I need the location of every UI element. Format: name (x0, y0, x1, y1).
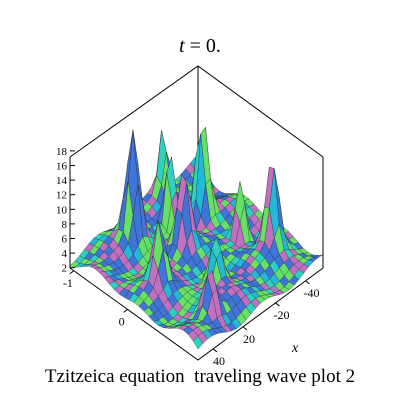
z-axis: 2 4 6 8 10 12 14 16 18 (56, 146, 75, 275)
x-axis-label: x (291, 341, 299, 356)
x-tick-label: -20 (274, 308, 290, 322)
z-tick-label: 12 (56, 190, 67, 202)
y-tick (69, 270, 75, 275)
z-tick-label: 14 (56, 175, 68, 187)
z-tick-label: 18 (56, 146, 68, 158)
surface-patch (192, 335, 204, 350)
surface (69, 126, 324, 350)
x-tick (305, 280, 310, 285)
z-tick-label: 2 (62, 263, 68, 275)
x-tick-label: -40 (304, 286, 320, 300)
y-axis: -1 0 (63, 270, 128, 328)
bounding-box-front (69, 157, 324, 361)
x-axis: -40 -20 20 40 (212, 280, 320, 368)
z-tick-label: 16 (56, 161, 68, 173)
x-tick (275, 302, 280, 307)
y-tick-label: -1 (63, 276, 73, 290)
z-tick-label: 4 (62, 248, 68, 260)
x-tick-label: 40 (213, 354, 225, 368)
x-tick-label: 20 (243, 332, 255, 346)
z-tick-label: 6 (62, 234, 68, 246)
figure-caption: Tzitzeica equation traveling wave plot 2 (44, 366, 356, 387)
z-tick-label: 10 (56, 204, 68, 216)
y-tick-label: 0 (119, 314, 125, 328)
x-tick (242, 326, 248, 331)
z-tick-label: 8 (62, 219, 68, 231)
y-tick (123, 308, 128, 313)
x-tick (212, 348, 218, 353)
chart-title: t = 0. (179, 35, 221, 57)
